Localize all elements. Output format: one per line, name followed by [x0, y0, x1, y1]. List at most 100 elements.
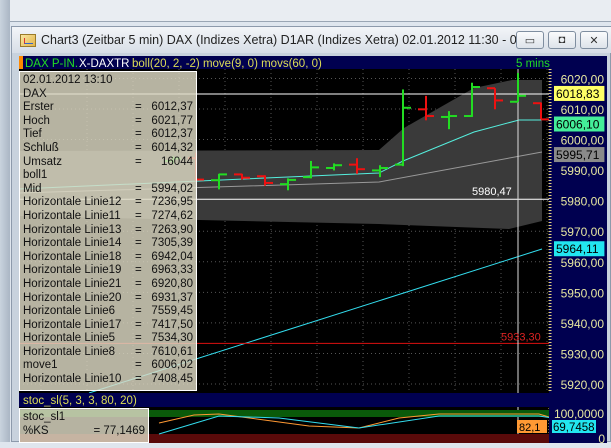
stoch-k-marker [552, 420, 596, 433]
stoch-header-bar [19, 393, 607, 407]
info-row: Horizontale Linie10 = 7408,45 [23, 373, 193, 387]
info-row: Horizontale Linie6 = 7559,45 [23, 305, 193, 319]
price-tick-label: 5950,00 [561, 286, 605, 300]
stoch-legend-value: = 77,1469 [93, 424, 145, 437]
info-value [147, 169, 193, 183]
header-instrument2: X-DAXTR [79, 58, 129, 70]
info-label: Tief [23, 128, 42, 141]
info-eq [135, 169, 147, 183]
price-marker [554, 241, 605, 257]
info-row: Schluß = 6014,32 [23, 142, 193, 156]
info-label: Mid [23, 182, 42, 195]
info-eq: = [135, 196, 142, 209]
info-value: 6920,80 [151, 277, 193, 290]
info-label: Horizontale Linie19 [23, 264, 122, 277]
info-row: Horizontale Linie19 = 6963,33 [23, 264, 193, 278]
info-value: 7263,90 [151, 223, 193, 236]
info-row: Horizontale Linie18 = 6942,04 [23, 251, 193, 265]
info-eq: = [135, 359, 142, 372]
ohlc-bar [533, 102, 549, 121]
info-row: Horizontale Linie8 = 7610,61 [23, 346, 193, 360]
info-label: Horizontale Linie20 [23, 291, 122, 304]
chart-window: Chart3 (Zeitbar 5 min) DAX (Indizes Xetr… [11, 26, 611, 446]
info-eq: = [135, 182, 142, 195]
price-tick-label: 5930,00 [561, 347, 605, 361]
info-value: 7534,30 [151, 332, 193, 345]
info-label: Umsatz [23, 155, 62, 168]
info-row: Horizontale Linie21 = 6920,80 [23, 278, 193, 292]
stoch-legend-label: %KS [23, 424, 49, 437]
info-value: 7559,45 [151, 305, 193, 318]
ohlc-bar [372, 165, 388, 178]
chart-app-icon [20, 33, 36, 47]
header-marker [19, 56, 23, 69]
info-row: Horizontale Linie14 = 7305,39 [23, 237, 193, 251]
info-datetime: 02.01.2012 13:10 [23, 74, 113, 86]
info-value: 7408,45 [151, 373, 193, 386]
stoch-legend: stoc_sl1 %KS = 77,1469 [19, 408, 149, 443]
info-eq: = [135, 345, 142, 358]
price-marker [554, 116, 605, 132]
info-value: 16044 [161, 155, 193, 168]
ohlc-bar [326, 163, 342, 171]
title-bar[interactable]: Chart3 (Zeitbar 5 min) DAX (Indizes Xetr… [12, 27, 611, 53]
info-label: Horizontale Linie18 [23, 250, 122, 263]
header-instrument: DAX P-IN. [25, 58, 78, 70]
info-value: 7236,95 [151, 196, 193, 209]
info-eq: = [135, 264, 142, 277]
stoch-k-label: 69,7458 [553, 422, 595, 434]
info-value: 6012,37 [151, 101, 193, 114]
stoch-k-line [158, 415, 560, 435]
stoch-axis-top: 100,0000 [554, 407, 604, 421]
price-marker-label: 5964,11 [556, 242, 599, 256]
stoch-header: stoc_sl(5, 3, 3, 80, 20) [23, 395, 137, 407]
window-left-edge [0, 0, 10, 442]
info-eq: = [135, 223, 142, 236]
info-row: Mid = 5994,02 [23, 183, 193, 197]
minimize-button[interactable]: ▭ [516, 31, 544, 49]
info-label: Horizontale Linie6 [23, 305, 116, 318]
restore-button[interactable]: ◘ [548, 31, 576, 49]
move-line [18, 119, 542, 190]
info-value: 7305,39 [151, 237, 193, 250]
info-value: 6014,32 [151, 141, 193, 154]
info-eq: = [135, 318, 142, 331]
stoch-axis-bottom: 0 [598, 432, 605, 443]
info-eq: = [135, 305, 142, 318]
info-value: 7274,62 [151, 209, 193, 222]
ohlc-bar [464, 82, 480, 118]
info-label: boll1 [23, 169, 48, 182]
price-marker-label: 5995,71 [556, 148, 600, 162]
info-label: Horizontale Linie21 [23, 277, 122, 290]
ohlc-bar [257, 175, 273, 186]
info-label: Horizontale Linie12 [23, 196, 122, 209]
info-eq: = [135, 209, 142, 222]
info-panel: 02.01.2012 13:10 DAX Erster = 6012,37 Hoch =… [19, 71, 197, 391]
price-tick-label: 6010,00 [561, 103, 605, 117]
stoch-overbought-zone [19, 410, 549, 417]
info-eq: = [135, 141, 142, 154]
info-row: Umsatz = 16044 [23, 156, 193, 170]
price-marker [554, 85, 605, 101]
info-symbol: DAX [23, 87, 47, 100]
info-eq: = [135, 237, 142, 250]
info-row: Erster = 6012,37 [23, 101, 193, 115]
info-eq: = [135, 250, 142, 263]
info-label: Horizontale Linie14 [23, 237, 122, 250]
price-marker-label: 6018,83 [556, 87, 600, 101]
info-eq: = [135, 155, 142, 168]
close-button[interactable]: ✕ [580, 31, 608, 49]
info-eq: = [135, 277, 142, 290]
info-value: 6021,77 [151, 114, 193, 127]
price-tick-label: 5940,00 [561, 317, 605, 331]
info-row: Horizontale Linie12 = 7236,95 [23, 196, 193, 210]
white-level-label: 5980,47 [472, 186, 512, 198]
info-label: Horizontale Linie17 [23, 318, 122, 331]
info-label: Horizontale Linie10 [23, 373, 122, 386]
info-value: 7610,61 [151, 345, 193, 358]
desktop-top-strip [0, 0, 611, 22]
chart-area[interactable]: DAX P-IN. X-DAXTR boll(20, 2, -2) move(9… [18, 56, 607, 446]
info-eq: = [135, 291, 142, 304]
info-value: 6006,02 [151, 359, 193, 372]
info-row: Hoch = 6021,77 [23, 115, 193, 129]
